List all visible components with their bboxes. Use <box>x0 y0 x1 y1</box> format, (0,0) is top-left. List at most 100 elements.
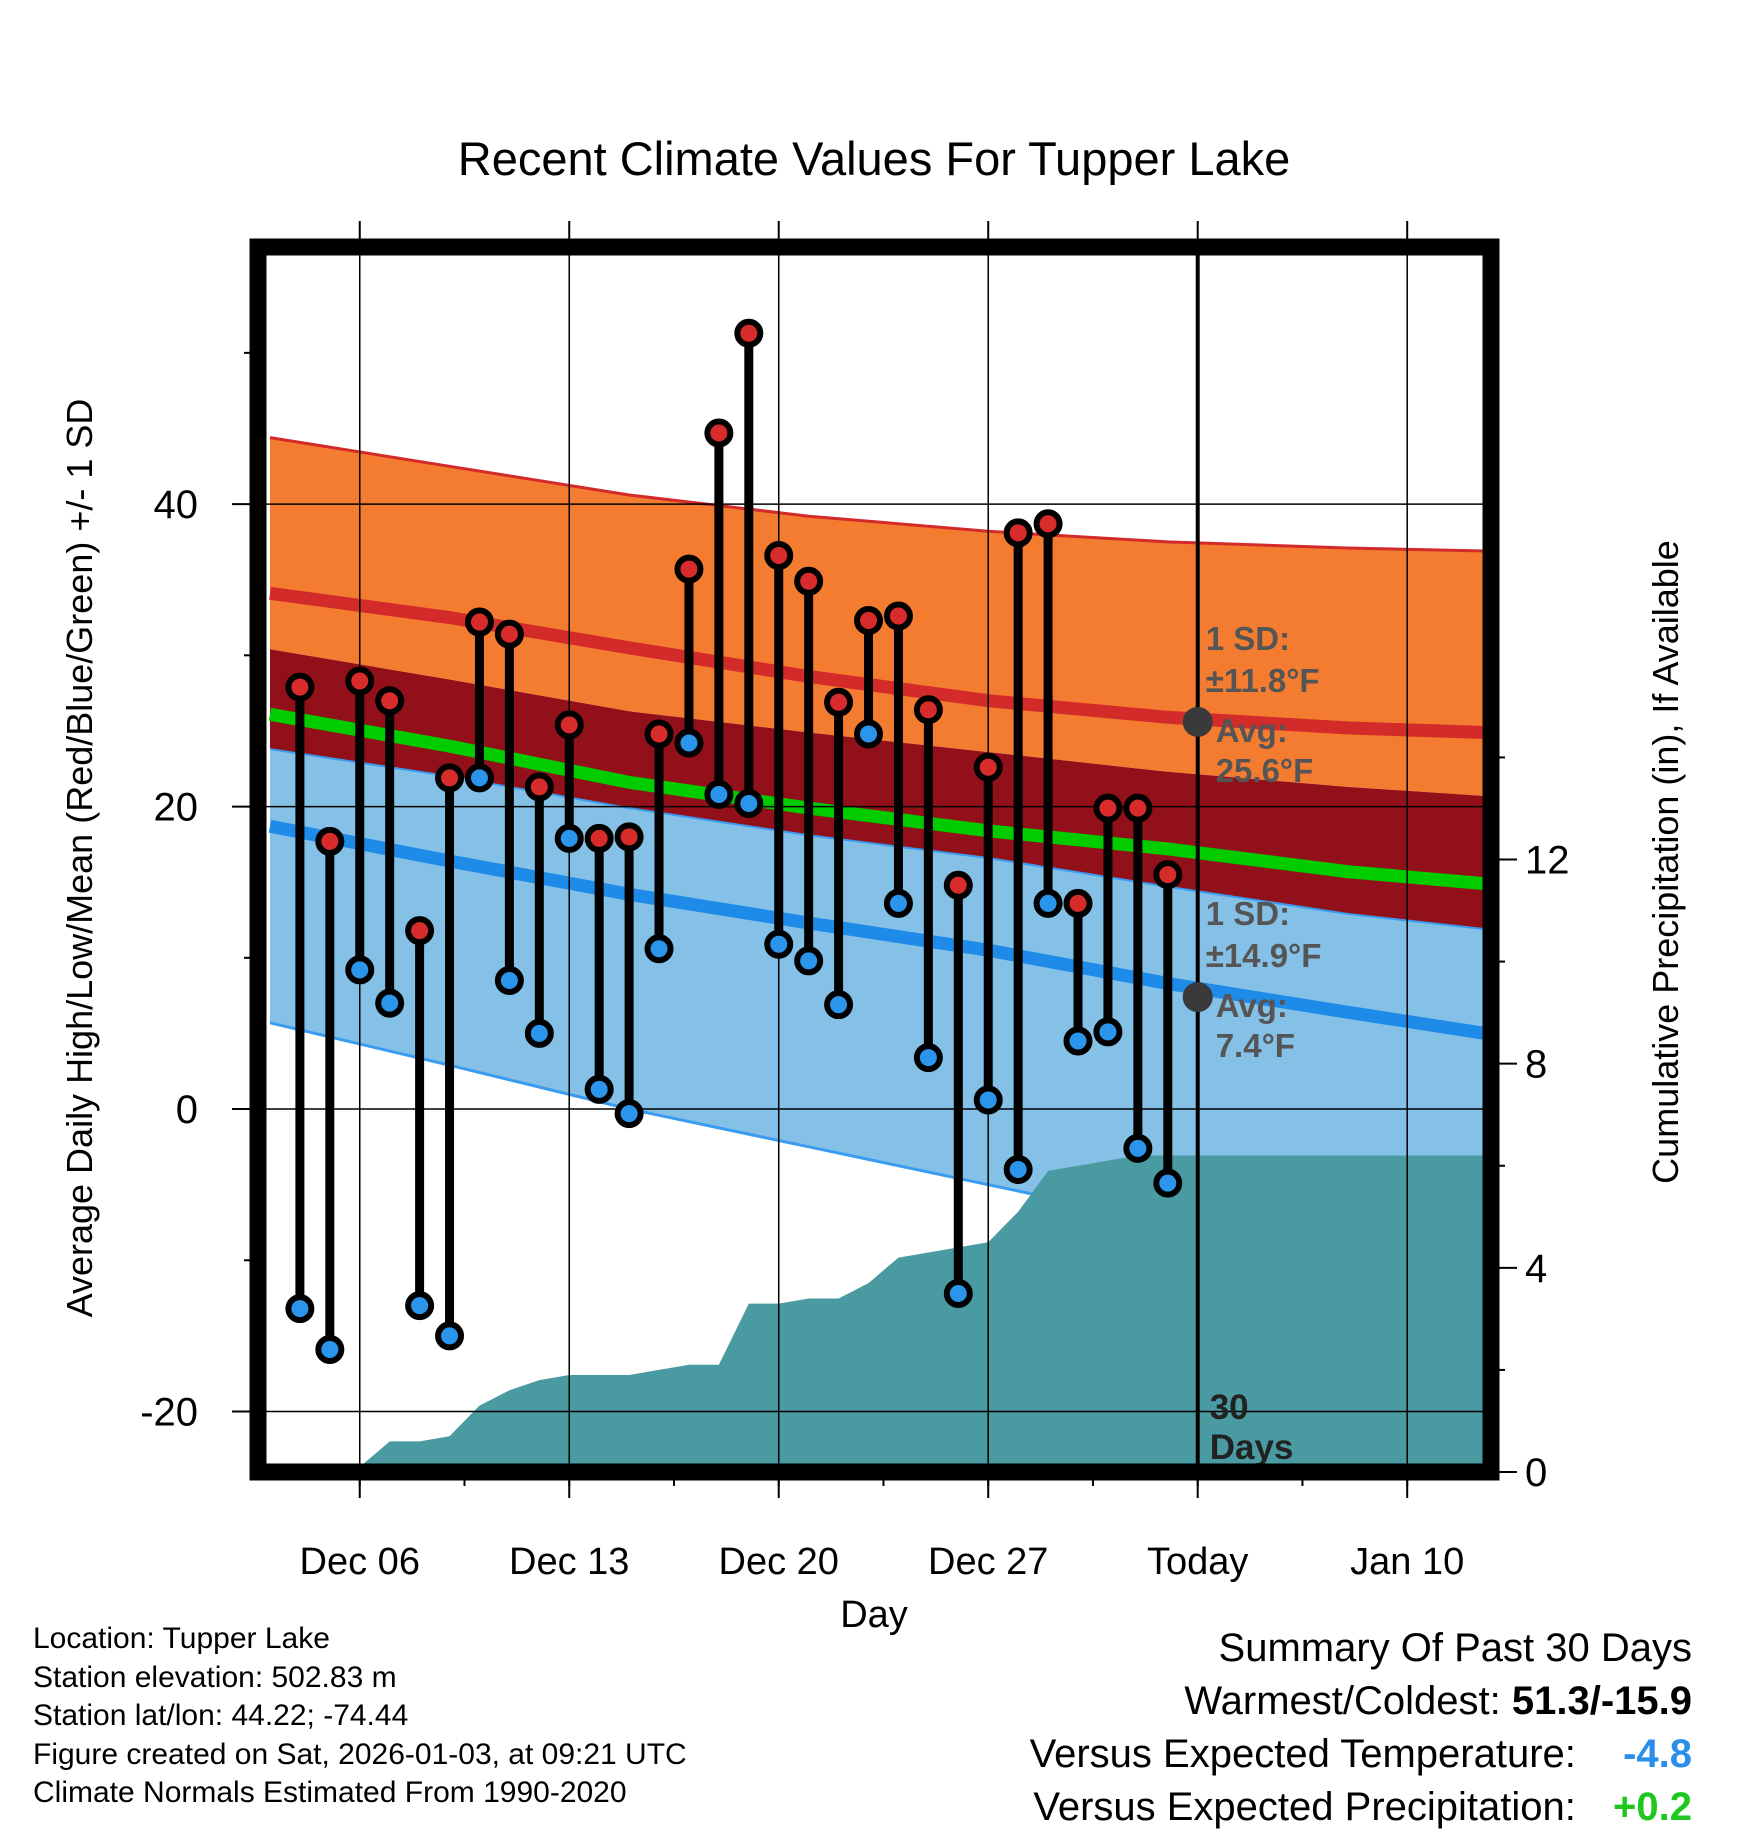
high-avg-dot <box>1182 706 1213 737</box>
low-annotation-line: Avg: <box>1216 987 1288 1024</box>
high-marker <box>435 763 465 793</box>
low-marker <box>734 789 764 819</box>
high-marker <box>345 666 375 696</box>
avg-low-line <box>268 819 1486 1040</box>
low-marker <box>584 1074 614 1104</box>
high-marker <box>405 916 435 946</box>
high-marker <box>1033 509 1063 539</box>
y-tick-label: 40 <box>154 483 199 527</box>
location-text: Location: Tupper Lake <box>33 1622 330 1655</box>
y2-tick-label: 4 <box>1525 1247 1547 1291</box>
temp-departure-row: Versus Expected Temperature: -4.8 <box>1030 1728 1692 1781</box>
precip-departure-row: Versus Expected Precipitation: +0.2 <box>1030 1781 1692 1834</box>
low-marker <box>494 965 524 995</box>
warmest-coldest-row: Warmest/Coldest: 51.3/-15.9 <box>1030 1675 1692 1728</box>
low-marker <box>524 1018 554 1048</box>
high-marker <box>644 719 674 749</box>
high-marker <box>1063 888 1093 918</box>
high-marker <box>734 318 764 348</box>
x-tick-label: Dec 20 <box>719 1541 839 1583</box>
high-marker <box>913 695 943 725</box>
low-marker <box>824 990 854 1020</box>
high-annotation-line: 1 SD: <box>1206 620 1290 657</box>
y-tick-label: 20 <box>154 786 199 830</box>
low-marker <box>704 779 734 809</box>
high-marker <box>494 619 524 649</box>
low-marker <box>973 1085 1003 1115</box>
high-marker <box>584 823 614 853</box>
x-axis-label: Day <box>840 1594 908 1636</box>
low-marker <box>464 763 494 793</box>
high-marker <box>524 772 554 802</box>
low-marker <box>854 719 884 749</box>
summary-title: Summary Of Past 30 Days <box>1218 1626 1692 1670</box>
chart-title: Recent Climate Values For Tupper Lake <box>458 132 1290 185</box>
y-tick-label: -20 <box>140 1391 198 1435</box>
plot-frame <box>249 238 1500 1481</box>
low-marker <box>375 988 405 1018</box>
low-marker <box>674 728 704 758</box>
high-annotation-line: ±11.8°F <box>1206 662 1320 699</box>
high-marker <box>1123 793 1153 823</box>
low-marker <box>1153 1168 1183 1198</box>
low-marker <box>285 1294 315 1324</box>
high-marker <box>674 554 704 584</box>
low-annotation-line: 1 SD: <box>1206 895 1290 932</box>
y-axis-label: Average Daily High/Low/Mean (Red/Blue/Gr… <box>59 399 100 1318</box>
precip-departure-value: +0.2 <box>1613 1785 1692 1829</box>
low-marker <box>943 1279 973 1309</box>
low-annotation-line: ±14.9°F <box>1206 937 1322 974</box>
normals-text: Climate Normals Estimated From 1990-2020 <box>33 1776 627 1809</box>
elevation-text: Station elevation: 502.83 m <box>33 1660 397 1694</box>
high-marker <box>375 686 405 716</box>
y2-axis-label: Cumulative Precipitation (in), If Availa… <box>1645 540 1686 1184</box>
low-marker <box>435 1321 465 1351</box>
x-tick-label: Dec 13 <box>509 1541 629 1583</box>
high-marker <box>285 672 315 702</box>
low-marker <box>1093 1017 1123 1047</box>
high-marker <box>764 541 794 571</box>
x-tick-label: Dec 06 <box>300 1541 420 1583</box>
daily-high-low-stems <box>295 333 1173 1350</box>
high-marker <box>464 607 494 637</box>
high-marker <box>973 752 1003 782</box>
plot-area <box>268 436 1486 1472</box>
y-tick-label: 0 <box>176 1088 198 1132</box>
y2-tick-label: 12 <box>1525 839 1570 883</box>
high-sd-upper-line <box>269 436 1486 553</box>
high-marker <box>824 687 854 717</box>
x-tick-label: Today <box>1147 1541 1248 1583</box>
low-marker <box>913 1043 943 1073</box>
low-marker <box>1033 888 1063 918</box>
low-marker <box>345 955 375 985</box>
low-marker <box>315 1335 345 1364</box>
summary-panel: Summary Of Past 30 Days Warmest/Coldest:… <box>1030 1622 1692 1834</box>
y2-tick-label: 0 <box>1525 1451 1547 1495</box>
high-marker <box>704 418 734 448</box>
station-info: Location: Tupper Lake Station elevation:… <box>33 1620 687 1813</box>
low-marker <box>554 823 584 853</box>
low-marker <box>614 1099 644 1129</box>
low-marker <box>764 929 794 959</box>
today-label: Days <box>1210 1428 1294 1467</box>
today-label: 30 <box>1210 1388 1249 1427</box>
low-marker <box>1123 1133 1153 1163</box>
low-marker <box>794 946 824 976</box>
latlon-text: Station lat/lon: 44.22; -74.44 <box>33 1699 409 1732</box>
high-marker <box>315 826 345 856</box>
low-marker <box>405 1291 435 1321</box>
x-tick-label: Jan 10 <box>1350 1541 1464 1583</box>
temp-departure-value: -4.8 <box>1623 1732 1692 1776</box>
created-text: Figure created on Sat, 2026-01-03, at 09… <box>33 1737 687 1771</box>
daily-markers <box>285 318 1183 1364</box>
x-tick-label: Dec 27 <box>928 1541 1048 1583</box>
high-marker <box>794 566 824 596</box>
low-marker <box>1063 1026 1093 1056</box>
low-avg-dot <box>1182 982 1213 1013</box>
high-marker <box>854 606 884 636</box>
low-marker <box>644 934 674 964</box>
low-marker <box>883 888 913 918</box>
